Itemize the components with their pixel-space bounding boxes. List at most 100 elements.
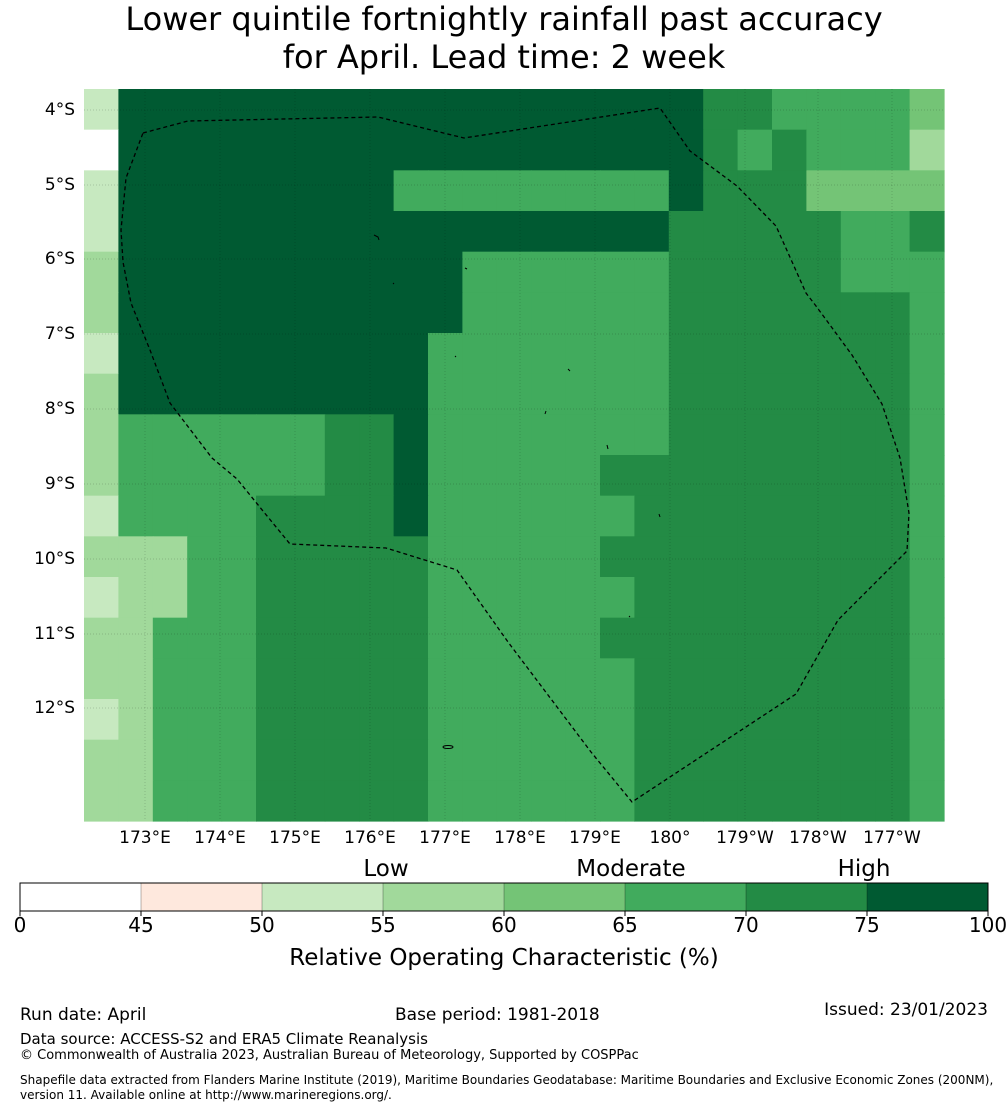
- grid-cell: [462, 699, 498, 741]
- grid-cell: [324, 292, 360, 334]
- grid-cell: [393, 658, 429, 700]
- grid-cell: [428, 495, 463, 537]
- grid-cell: [256, 577, 291, 619]
- grid-cell: [428, 780, 463, 822]
- grid-cell: [290, 780, 326, 822]
- grid-cell: [634, 455, 670, 497]
- grid-cell: [840, 211, 876, 253]
- island: [464, 267, 468, 270]
- grid-cell: [634, 251, 670, 293]
- grid-cell: [221, 373, 257, 415]
- grid-cell: [875, 211, 911, 253]
- grid-cell: [668, 455, 704, 497]
- grid-cell: [668, 495, 704, 537]
- colorbar-tick-label: 55: [370, 913, 396, 937]
- grid-cell: [909, 414, 945, 456]
- grid-cell: [187, 658, 223, 700]
- grid-cell: [324, 251, 360, 293]
- grid-cell: [772, 333, 807, 375]
- grid-cell: [531, 617, 567, 659]
- grid-cell: [703, 292, 739, 334]
- grid-cell: [428, 414, 463, 456]
- grid-cell: [772, 251, 807, 293]
- grid-cell: [875, 577, 911, 619]
- grid-cell: [909, 211, 945, 253]
- grid-cell: [324, 617, 360, 659]
- longitude-label: 178°E: [494, 828, 546, 848]
- longitude-label: 173°E: [119, 828, 171, 848]
- grid-cell: [359, 414, 395, 456]
- grid-cell: [772, 495, 807, 537]
- grid-cell: [118, 292, 154, 334]
- grid-cell: [737, 617, 773, 659]
- grid-cell: [118, 89, 154, 131]
- grid-cell: [84, 780, 119, 822]
- grid-cell: [737, 251, 773, 293]
- grid-cell: [634, 577, 670, 619]
- grid-cell: [152, 373, 188, 415]
- grid-cell: [324, 739, 360, 781]
- base-period: Base period: 1981-2018: [395, 1005, 600, 1025]
- grid-cell: [703, 617, 739, 659]
- colorbar-segment: [383, 883, 504, 911]
- grid-cell: [531, 495, 567, 537]
- grid-cell: [221, 617, 257, 659]
- grid-cell: [565, 333, 601, 375]
- grid-cell: [909, 373, 945, 415]
- island: [392, 282, 395, 285]
- grid-cell: [324, 170, 360, 212]
- grid-cell: [565, 211, 601, 253]
- grid-cell: [152, 739, 188, 781]
- grid-cell: [772, 577, 807, 619]
- grid-cell: [84, 536, 119, 578]
- grid-cell: [634, 211, 670, 253]
- grid-cell: [565, 495, 601, 537]
- grid-cell: [152, 129, 188, 171]
- longitude-label: 175°E: [269, 828, 321, 848]
- grid-cell: [737, 455, 773, 497]
- grid-cell: [909, 89, 945, 131]
- grid-cell: [806, 211, 842, 253]
- island: [658, 513, 661, 518]
- grid-cell: [531, 89, 567, 131]
- grid-cell: [290, 536, 326, 578]
- grid-cell: [118, 251, 154, 293]
- grid-cell: [531, 699, 567, 741]
- grid-cell: [359, 129, 395, 171]
- grid-cell: [565, 536, 601, 578]
- grid-cell: [737, 780, 773, 822]
- grid-cell: [496, 333, 532, 375]
- grid-cell: [840, 292, 876, 334]
- grid-cell: [359, 495, 395, 537]
- grid-cell: [772, 739, 807, 781]
- grid-cell: [496, 129, 532, 171]
- island: [544, 410, 547, 415]
- grid-cell: [703, 658, 739, 700]
- island: [628, 615, 631, 618]
- grid-cell: [187, 251, 223, 293]
- grid-cell: [668, 617, 704, 659]
- grid-cell: [359, 170, 395, 212]
- grid-cell: [909, 577, 945, 619]
- grid-cell: [634, 89, 670, 131]
- grid-cell: [737, 129, 773, 171]
- island: [442, 745, 454, 749]
- grid-cell: [324, 333, 360, 375]
- grid-cell: [152, 699, 188, 741]
- grid-cell: [496, 495, 532, 537]
- grid-cell: [737, 577, 773, 619]
- grid-cell: [531, 170, 567, 212]
- grid-cell: [565, 699, 601, 741]
- grid-cell: [84, 251, 119, 293]
- grid-cell: [772, 455, 807, 497]
- grid-cell: [84, 292, 119, 334]
- grid-cell: [772, 414, 807, 456]
- grid-cell: [840, 739, 876, 781]
- grid-cell: [393, 129, 429, 171]
- grid-cell: [565, 373, 601, 415]
- grid-cell: [806, 495, 842, 537]
- grid-cell: [772, 373, 807, 415]
- grid-cell: [772, 89, 807, 131]
- grid-cell: [565, 577, 601, 619]
- grid-cell: [221, 739, 257, 781]
